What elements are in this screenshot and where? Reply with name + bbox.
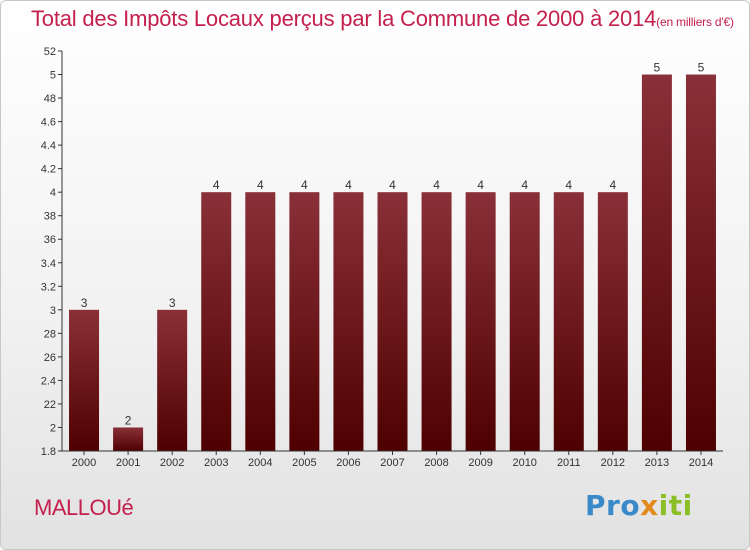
x-tick-label-2000: 2000 (72, 457, 96, 469)
x-tick-label-2014: 2014 (689, 457, 713, 469)
x-tick-label-2002: 2002 (160, 457, 184, 469)
commune-name: MALLOUé (34, 495, 134, 520)
data-label-2009: 4 (477, 178, 484, 192)
bar-2009 (465, 192, 496, 452)
proxiti-logo: Proxiti (585, 489, 693, 522)
x-tick-label-2003: 2003 (204, 457, 228, 469)
data-label-2001: 2 (125, 413, 132, 427)
y-tick-label: 4 (50, 187, 56, 199)
unit-note: (en milliers d'€) (656, 15, 734, 29)
bar-2000 (69, 309, 100, 451)
bar-2014 (685, 74, 716, 451)
bar-2011 (553, 192, 584, 452)
x-tick-label-2006: 2006 (336, 457, 360, 469)
data-label-2010: 4 (521, 178, 528, 192)
logo-part-1: Pro (585, 489, 641, 522)
chart-title: Total des Impôts Locaux perçus par la Co… (31, 6, 734, 32)
bar-2003 (201, 192, 232, 452)
data-label-2012: 4 (609, 178, 616, 192)
logo-part-3: iti (658, 489, 693, 522)
x-tick-label-2001: 2001 (116, 457, 140, 469)
y-tick-label: 26 (44, 352, 56, 364)
y-tick-label: 36 (44, 234, 56, 246)
y-tick-label: 22 (44, 399, 56, 411)
x-tick-label-2009: 2009 (468, 457, 492, 469)
y-tick-label: 52 (44, 46, 56, 58)
bars-group: 3 2 3 4 4 4 4 4 4 4 4 4 4 5 5 (69, 61, 716, 452)
x-tick-label-2007: 2007 (380, 457, 404, 469)
y-tick-label: 2.4 (41, 375, 56, 387)
data-label-2003: 4 (213, 178, 220, 192)
data-label-2005: 4 (301, 178, 308, 192)
y-tick-label: 48 (44, 93, 56, 105)
data-label-2000: 3 (81, 296, 88, 310)
x-tick-label-2010: 2010 (512, 457, 536, 469)
data-label-2006: 4 (345, 178, 352, 192)
x-tick-label-2004: 2004 (248, 457, 272, 469)
bar-2010 (509, 192, 540, 452)
x-axis: 2000 2001 2002 2003 2004 2005 2006 2007 2008 2009… (62, 450, 723, 469)
data-label-2007: 4 (389, 178, 396, 192)
y-tick-label: 2 (50, 422, 56, 434)
y-tick-label: 38 (44, 211, 56, 223)
chart-title-text: Total des Impôts Locaux perçus par la Co… (31, 6, 657, 31)
x-tick-label-2013: 2013 (645, 457, 669, 469)
bar-2004 (245, 192, 276, 452)
y-tick-label: 3 (50, 305, 56, 317)
bar-2006 (333, 192, 364, 452)
y-tick-label: 1.8 (41, 446, 56, 458)
y-tick-label: 4.4 (41, 140, 56, 152)
y-tick-label: 28 (44, 328, 56, 340)
bar-2013 (641, 74, 672, 451)
data-label-2008: 4 (433, 178, 440, 192)
bar-2012 (597, 192, 628, 452)
y-tick-label: 4.2 (41, 164, 56, 176)
x-tick-label-2008: 2008 (424, 457, 448, 469)
y-tick-label: 4.6 (41, 117, 56, 129)
x-tick-label-2005: 2005 (292, 457, 316, 469)
data-label-2002: 3 (169, 296, 176, 310)
bar-2002 (157, 309, 188, 451)
data-label-2013: 5 (654, 61, 661, 75)
bar-2001 (113, 427, 144, 451)
data-label-2014: 5 (698, 61, 705, 75)
x-tick-label-2011: 2011 (557, 457, 581, 469)
y-tick-label: 3.2 (41, 281, 56, 293)
y-tick-label: 5 (50, 70, 56, 82)
logo-part-2: x (640, 489, 659, 522)
data-label-2004: 4 (257, 178, 264, 192)
x-tick-label-2012: 2012 (601, 457, 625, 469)
bar-2008 (421, 192, 452, 452)
y-tick-label: 3.4 (41, 258, 56, 270)
bar-2007 (377, 192, 408, 452)
data-label-2011: 4 (565, 178, 572, 192)
bar-2005 (289, 192, 320, 452)
